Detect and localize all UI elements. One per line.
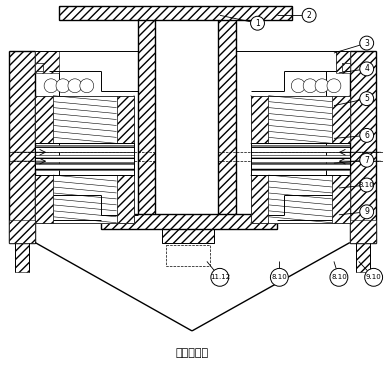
Bar xyxy=(336,51,350,73)
Bar xyxy=(35,51,49,69)
Circle shape xyxy=(315,79,329,93)
Text: 4: 4 xyxy=(364,64,369,73)
Circle shape xyxy=(303,79,317,93)
Bar xyxy=(166,245,210,266)
Bar xyxy=(35,96,53,143)
Circle shape xyxy=(270,269,288,286)
Circle shape xyxy=(302,8,316,22)
Circle shape xyxy=(44,79,58,93)
Text: 6: 6 xyxy=(364,131,369,140)
Bar xyxy=(350,51,376,243)
Text: 8.10: 8.10 xyxy=(359,182,375,188)
Bar xyxy=(332,175,350,223)
Bar xyxy=(9,51,35,243)
Bar xyxy=(251,96,268,143)
Bar xyxy=(162,229,214,243)
Bar xyxy=(138,20,155,214)
Text: 9.10: 9.10 xyxy=(366,274,382,280)
Text: 8.10: 8.10 xyxy=(331,274,347,280)
Bar xyxy=(53,175,117,223)
Bar xyxy=(35,96,134,143)
Bar xyxy=(356,243,370,272)
Bar xyxy=(350,220,376,243)
Circle shape xyxy=(365,269,383,286)
Bar xyxy=(15,243,29,272)
Bar xyxy=(53,96,117,143)
Text: 支腿为一体: 支腿为一体 xyxy=(176,348,209,358)
Bar xyxy=(218,20,236,214)
Text: 9: 9 xyxy=(364,207,369,216)
Text: 2: 2 xyxy=(307,11,311,20)
Text: 3: 3 xyxy=(364,39,369,47)
Bar xyxy=(251,145,350,152)
Circle shape xyxy=(330,269,348,286)
Bar xyxy=(35,63,43,71)
Bar xyxy=(336,175,350,197)
Bar xyxy=(59,6,292,20)
Text: 11.12: 11.12 xyxy=(210,274,230,280)
Bar xyxy=(117,175,134,223)
Bar xyxy=(35,96,134,143)
Bar xyxy=(251,175,350,223)
Bar xyxy=(251,175,268,223)
Bar xyxy=(268,175,332,223)
Bar xyxy=(35,155,134,162)
Circle shape xyxy=(251,16,264,30)
Circle shape xyxy=(327,79,341,93)
Bar xyxy=(117,96,134,143)
Circle shape xyxy=(291,79,305,93)
Bar xyxy=(35,175,134,223)
Circle shape xyxy=(80,79,94,93)
Bar xyxy=(35,175,49,197)
Text: 5: 5 xyxy=(364,94,369,103)
Circle shape xyxy=(360,62,374,76)
Bar xyxy=(35,51,59,73)
Circle shape xyxy=(360,178,374,192)
Circle shape xyxy=(360,205,374,219)
Bar xyxy=(35,143,134,175)
Bar xyxy=(336,51,350,69)
Bar xyxy=(332,96,350,143)
Circle shape xyxy=(211,269,229,286)
Text: 7: 7 xyxy=(364,156,369,165)
Bar xyxy=(342,63,350,71)
Bar xyxy=(268,96,332,143)
Bar xyxy=(101,214,277,229)
Text: 8.10: 8.10 xyxy=(271,274,287,280)
Bar xyxy=(35,175,53,223)
Text: 1: 1 xyxy=(255,19,260,28)
Circle shape xyxy=(68,79,82,93)
Bar xyxy=(35,163,134,170)
Bar xyxy=(35,145,134,152)
Circle shape xyxy=(360,128,374,142)
Bar xyxy=(251,155,350,162)
Circle shape xyxy=(360,36,374,50)
Bar xyxy=(342,63,350,71)
Bar xyxy=(251,96,350,143)
Bar xyxy=(251,143,350,175)
Bar xyxy=(251,163,350,170)
Circle shape xyxy=(56,79,70,93)
Bar xyxy=(9,220,35,243)
Circle shape xyxy=(360,92,374,105)
Circle shape xyxy=(360,153,374,167)
Bar xyxy=(35,63,43,71)
